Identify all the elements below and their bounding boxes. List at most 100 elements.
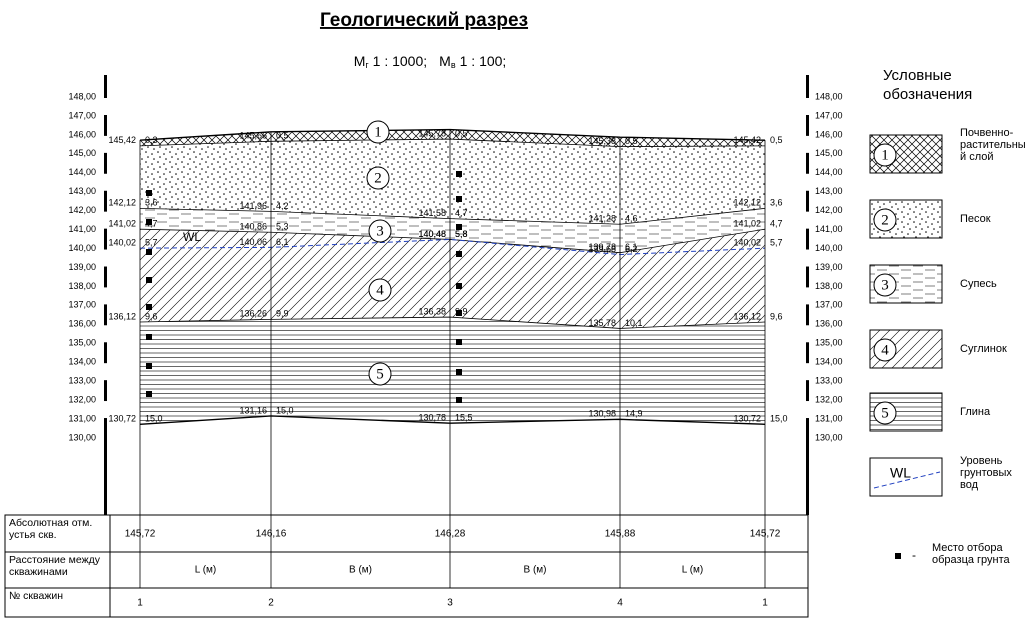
elevation-mark: 141,02 <box>108 219 136 229</box>
sample-marker <box>456 251 462 257</box>
scale-gap <box>104 325 107 343</box>
depth-mark: 6,1 <box>625 242 638 252</box>
table-cell: 1 <box>762 598 768 609</box>
layer-number: 5 <box>376 366 384 382</box>
elevation-mark: 142,12 <box>108 198 136 208</box>
elevation-label: 140,00 <box>68 243 96 253</box>
elevation-label: 142,00 <box>815 205 843 215</box>
depth-mark: 15,0 <box>145 414 163 424</box>
elevation-label: 143,00 <box>815 186 843 196</box>
legend-sample-marker <box>895 553 901 559</box>
elevation-mark: 136,26 <box>239 309 267 319</box>
sample-marker <box>146 277 152 283</box>
elevation-mark: 145,42 <box>108 135 136 145</box>
elevation-label: 131,00 <box>815 413 843 423</box>
legend-title: Условные обозначения <box>883 67 973 103</box>
scale: Мг 1 : 1000; Мв 1 : 100; <box>354 53 507 71</box>
elevation-mark: 136,12 <box>108 311 136 321</box>
depth-mark: 6,2 <box>625 244 638 254</box>
sample-marker <box>456 224 462 230</box>
depth-mark: 0,5 <box>455 128 468 138</box>
depth-mark: 0,5 <box>276 131 289 141</box>
scale-gap <box>806 325 809 343</box>
table-frame <box>4 514 809 618</box>
elevation-label: 147,00 <box>815 110 843 120</box>
table-cell: 4 <box>617 598 623 609</box>
scale-gap <box>104 98 107 115</box>
depth-mark: 15,0 <box>770 414 788 424</box>
legend-label: Почвенно-растительный слой <box>960 127 1026 163</box>
scale-sub: г <box>365 60 369 70</box>
elevation-mark: 136,12 <box>733 311 761 321</box>
scale-gap <box>806 249 809 267</box>
table-cell: 1 <box>137 598 143 609</box>
elevation-label: 135,00 <box>815 338 843 348</box>
scale-gap <box>806 363 809 381</box>
sample-marker <box>146 304 152 310</box>
depth-mark: 10,1 <box>625 318 643 328</box>
legend-number: 2 <box>881 212 889 228</box>
table-lines <box>5 515 808 617</box>
water-level <box>139 238 766 256</box>
table-cell: 3 <box>447 598 453 609</box>
scale-gap <box>806 287 809 305</box>
elevation-mark: 141,96 <box>239 201 267 211</box>
sample-marker <box>146 219 152 225</box>
depth-mark: 9,9 <box>276 309 289 319</box>
legend-number-circle <box>873 143 897 167</box>
scale-letter: М <box>439 53 451 69</box>
elevation-label: 132,00 <box>68 394 96 404</box>
scale-gap <box>104 401 107 419</box>
sample-marker <box>146 391 152 397</box>
elevation-label: 141,00 <box>815 224 843 234</box>
legend-number: 3 <box>881 277 889 293</box>
legend-label: Глина <box>960 406 991 418</box>
elevation-label: 136,00 <box>68 319 96 329</box>
elevation-mark: 135,78 <box>588 318 616 328</box>
table-cell: 145,72 <box>750 529 781 540</box>
elevation-label: 131,00 <box>68 413 96 423</box>
table-header: № скважин <box>9 590 64 602</box>
depth-mark: 3,6 <box>770 198 783 208</box>
depth-mark: 5,8 <box>455 229 468 239</box>
elevation-label: 146,00 <box>68 129 96 139</box>
depth-mark: 9,6 <box>145 311 158 321</box>
scale-gap <box>806 173 809 191</box>
elevation-mark: 140,06 <box>239 237 267 247</box>
sample-marker <box>456 283 462 289</box>
table-header: Расстояние между скважинами <box>9 554 100 578</box>
table-cell: B (м) <box>349 565 372 576</box>
scale-ratio: 1 : 100; <box>460 53 507 69</box>
layer-loam <box>140 229 765 329</box>
table-cell: 146,28 <box>435 529 466 540</box>
elevation-label: 138,00 <box>68 281 96 291</box>
elevation-label: 137,00 <box>68 300 96 310</box>
elevation-label: 138,00 <box>815 281 843 291</box>
layer-number: 2 <box>374 170 382 186</box>
layer-soil <box>140 129 765 147</box>
elevation-label: 130,00 <box>68 432 96 442</box>
elevation-label: 133,00 <box>68 375 96 385</box>
depth-mark: 15,5 <box>455 413 473 423</box>
elevation-mark: 140,02 <box>733 238 761 248</box>
layer-number-circle <box>366 166 390 190</box>
layer-clay <box>140 317 765 425</box>
depth-mark: 9,6 <box>770 311 783 321</box>
elevation-mark: 130,72 <box>108 414 136 424</box>
table-cell: 145,72 <box>125 529 156 540</box>
sample-marker <box>146 363 152 369</box>
layer-number: 3 <box>376 223 384 239</box>
elevation-mark: 145,78 <box>418 128 446 138</box>
legend-swatch <box>869 457 943 497</box>
depth-mark: 5,7 <box>770 238 783 248</box>
table-cell: 145,88 <box>605 529 636 540</box>
elevation-label: 140,00 <box>815 243 843 253</box>
legend-label: Уровень грунтовых вод <box>960 455 1012 491</box>
scale-gap <box>104 173 107 191</box>
depth-mark: 14,9 <box>625 409 643 419</box>
legend-label: Песок <box>960 213 991 225</box>
elevation-mark: 140,86 <box>239 222 267 232</box>
legend-water-symbol: WL <box>890 465 911 481</box>
sample-marker <box>456 397 462 403</box>
